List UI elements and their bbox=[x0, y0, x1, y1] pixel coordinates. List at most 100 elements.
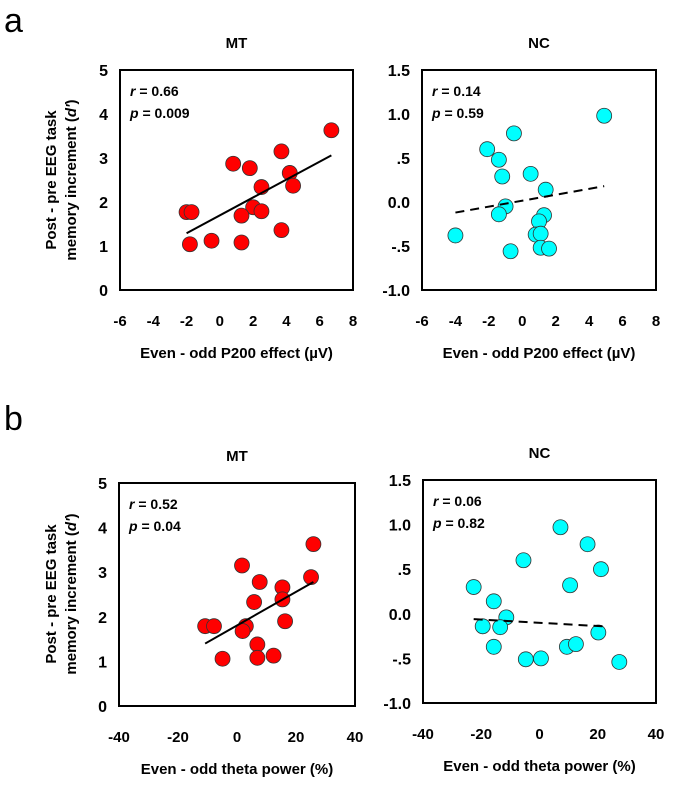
x-tick-label: -6 bbox=[113, 313, 126, 330]
y-tick-label: 0.0 bbox=[388, 195, 410, 212]
p-symbol: p bbox=[128, 518, 138, 534]
y-tick-label: .5 bbox=[398, 562, 411, 579]
data-point bbox=[233, 234, 250, 251]
r-symbol: r bbox=[130, 83, 137, 99]
x-tick-label: -2 bbox=[482, 313, 495, 330]
data-point bbox=[447, 227, 464, 244]
data-point bbox=[265, 647, 282, 664]
data-point bbox=[611, 654, 628, 670]
data-point bbox=[214, 650, 231, 667]
p-value-annotation: p = 0.59 bbox=[431, 105, 484, 121]
y-tick-label: 0.0 bbox=[389, 607, 411, 624]
chart-title: MT bbox=[226, 448, 248, 465]
x-axis-title: Even - odd P200 effect (µV) bbox=[443, 345, 636, 362]
data-point bbox=[485, 638, 502, 655]
data-point bbox=[541, 240, 557, 257]
y-tick-label: 5 bbox=[99, 63, 108, 80]
r-symbol: r bbox=[129, 496, 136, 512]
y-tick-label: 4 bbox=[98, 521, 107, 538]
x-tick-label: -2 bbox=[180, 313, 193, 330]
data-point bbox=[206, 618, 222, 635]
regression-line bbox=[186, 154, 332, 235]
p-value-annotation: p = 0.009 bbox=[129, 105, 190, 121]
data-point bbox=[234, 623, 251, 639]
data-point bbox=[253, 203, 270, 220]
chart-title: NC bbox=[528, 35, 550, 52]
data-point bbox=[494, 168, 511, 185]
y-tick-label: -1.0 bbox=[383, 696, 411, 713]
x-tick-label: -40 bbox=[108, 729, 130, 746]
x-tick-label: 2 bbox=[552, 313, 560, 330]
x-tick-label: 8 bbox=[652, 313, 660, 330]
y-tick-label: 4 bbox=[99, 107, 108, 124]
data-point bbox=[492, 619, 509, 636]
r-value-annotation: r = 0.06 bbox=[433, 493, 482, 509]
x-tick-label: 20 bbox=[589, 726, 606, 743]
x-axis-title: Even - odd theta power (%) bbox=[141, 761, 334, 778]
plot-frame bbox=[118, 482, 356, 707]
data-point bbox=[552, 519, 569, 536]
data-point bbox=[273, 143, 290, 160]
data-point bbox=[490, 151, 507, 168]
plot-frame bbox=[422, 479, 657, 704]
y-tick-label: 1 bbox=[98, 654, 107, 671]
p-symbol: p bbox=[129, 105, 139, 121]
data-point bbox=[246, 594, 263, 610]
x-tick-label: 0 bbox=[233, 729, 241, 746]
data-point bbox=[502, 243, 519, 260]
x-tick-label: 8 bbox=[349, 313, 357, 330]
data-point bbox=[241, 160, 258, 177]
data-point bbox=[596, 107, 613, 124]
regression-line bbox=[455, 185, 605, 214]
y-tick-label: 2 bbox=[98, 610, 107, 627]
panel-label-a: a bbox=[4, 2, 23, 40]
data-point bbox=[593, 561, 609, 578]
y-tick-label: 3 bbox=[98, 565, 107, 582]
p-value-annotation: p = 0.82 bbox=[432, 515, 485, 531]
y-tick-label: -.5 bbox=[391, 239, 410, 256]
y-axis-title-line2: memory increment (d') bbox=[63, 99, 80, 260]
data-point bbox=[305, 536, 322, 553]
r-value-annotation: r = 0.66 bbox=[130, 83, 179, 99]
chart-title: MT bbox=[226, 35, 248, 52]
data-point bbox=[515, 552, 532, 569]
data-point bbox=[203, 232, 220, 249]
x-tick-label: 4 bbox=[585, 313, 594, 330]
data-point bbox=[517, 651, 534, 668]
y-axis-title-b: Post - pre EEG task memory increment (d'… bbox=[43, 513, 80, 674]
data-point bbox=[183, 204, 200, 221]
plot-frame bbox=[119, 69, 354, 291]
data-point bbox=[479, 141, 496, 158]
x-tick-label: 40 bbox=[347, 729, 364, 746]
x-tick-label: 0 bbox=[518, 313, 526, 330]
x-tick-label: 2 bbox=[249, 313, 257, 330]
x-tick-label: 6 bbox=[316, 313, 324, 330]
data-point bbox=[532, 225, 549, 242]
x-tick-label: -20 bbox=[470, 726, 492, 743]
y-tick-label: 1.0 bbox=[389, 518, 411, 535]
data-point bbox=[465, 579, 482, 595]
r-symbol: r bbox=[433, 493, 440, 509]
x-tick-label: 6 bbox=[618, 313, 626, 330]
y-axis-title-line2: memory increment (d') bbox=[63, 513, 80, 674]
p-value: = 0.04 bbox=[138, 518, 181, 534]
x-tick-label: -20 bbox=[167, 729, 189, 746]
y-tick-label: -1.0 bbox=[382, 283, 410, 300]
data-point bbox=[490, 206, 507, 223]
y-tick-label: 0 bbox=[99, 283, 108, 300]
x-axis-title: Even - odd P200 effect (µV) bbox=[140, 345, 333, 362]
regression-line bbox=[473, 618, 603, 628]
y-tick-label: 1.5 bbox=[389, 473, 411, 490]
data-point bbox=[225, 155, 242, 172]
x-tick-label: 0 bbox=[535, 726, 543, 743]
r-value: = 0.06 bbox=[438, 493, 481, 509]
y-tick-label: 5 bbox=[98, 476, 107, 493]
scatter-plot-b-nc: NC -1.0 -.5 0.0 .5 1.0 1.5 -40 -20 0 20 40 Even - od… bbox=[383, 445, 664, 775]
data-point bbox=[579, 536, 596, 553]
y-tick-label: 2 bbox=[99, 195, 108, 212]
x-tick-label: 0 bbox=[216, 313, 224, 330]
y-tick-label: 1 bbox=[99, 239, 108, 256]
y-axis-title-line1: Post - pre EEG task bbox=[43, 110, 60, 250]
scatter-plot-a-nc: NC -1.0 -.5 0.0 .5 1.0 1.5 -6 -4 -2 0 2 4 6 8 Even - od… bbox=[382, 35, 660, 362]
